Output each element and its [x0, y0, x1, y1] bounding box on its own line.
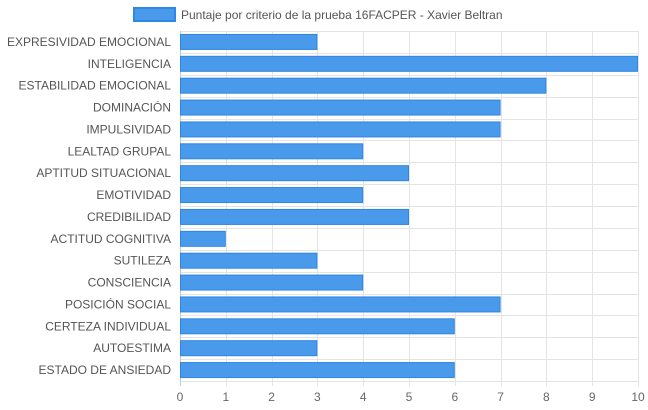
- bar: [180, 296, 501, 313]
- bar: [180, 165, 409, 182]
- bar: [180, 187, 364, 204]
- bar: [180, 252, 318, 269]
- bar: [180, 230, 226, 247]
- bar: [180, 121, 501, 138]
- category-label: LEALTAD GRUPAL: [68, 144, 172, 158]
- category-label: ESTADO DE ANSIEDAD: [39, 363, 172, 377]
- bar: [180, 208, 409, 225]
- x-tick-label: 8: [543, 390, 550, 404]
- x-tick-label: 2: [268, 390, 275, 404]
- bars: [180, 33, 638, 379]
- category-label: DOMINACIÓN: [93, 100, 171, 115]
- category-label: SUTILEZA: [114, 254, 171, 268]
- bar: [180, 33, 318, 50]
- category-label: POSICIÓN SOCIAL: [65, 296, 171, 311]
- bar: [180, 143, 364, 160]
- category-label: INTELIGENCIA: [88, 57, 171, 71]
- x-tick-label: 6: [451, 390, 458, 404]
- bar: [180, 99, 501, 116]
- x-tick-label: 0: [177, 390, 184, 404]
- category-labels: EXPRESIVIDAD EMOCIONAL INTELIGENCIA ESTABI…: [7, 35, 171, 377]
- category-label: ACTITUD COGNITIVA: [51, 232, 171, 246]
- category-label: AUTOESTIMA: [93, 341, 171, 355]
- category-label: APTITUD SITUACIONAL: [36, 166, 171, 180]
- x-tick-label: 7: [497, 390, 504, 404]
- category-label: EMOTIVIDAD: [96, 188, 171, 202]
- bar: [180, 274, 364, 291]
- category-label: ESTABILIDAD EMOCIONAL: [19, 79, 172, 93]
- category-label: CONSCIENCIA: [88, 276, 171, 290]
- x-tick-label: 9: [589, 390, 596, 404]
- x-axis-ticks: 0 1 2 3 4 5 6 7 8 9 10: [177, 390, 645, 404]
- bar: [180, 77, 547, 94]
- bar: [180, 340, 318, 357]
- legend-label: Puntaje por criterio de la prueba 16FACP…: [181, 8, 503, 22]
- x-tick-label: 1: [222, 390, 229, 404]
- legend: Puntaje por criterio de la prueba 16FACP…: [133, 7, 503, 22]
- x-tick-label: 10: [631, 390, 645, 404]
- x-tick-label: 4: [360, 390, 367, 404]
- x-tick-label: 5: [406, 390, 413, 404]
- category-label: CREDIBILIDAD: [87, 210, 171, 224]
- bar: [180, 318, 455, 335]
- category-label: EXPRESIVIDAD EMOCIONAL: [7, 35, 171, 49]
- category-label: CERTEZA INDIVIDUAL: [45, 319, 171, 333]
- bar: [180, 55, 638, 72]
- x-tick-label: 3: [314, 390, 321, 404]
- category-label: IMPULSIVIDAD: [86, 122, 171, 136]
- bar: [180, 362, 455, 379]
- legend-swatch: [133, 7, 176, 22]
